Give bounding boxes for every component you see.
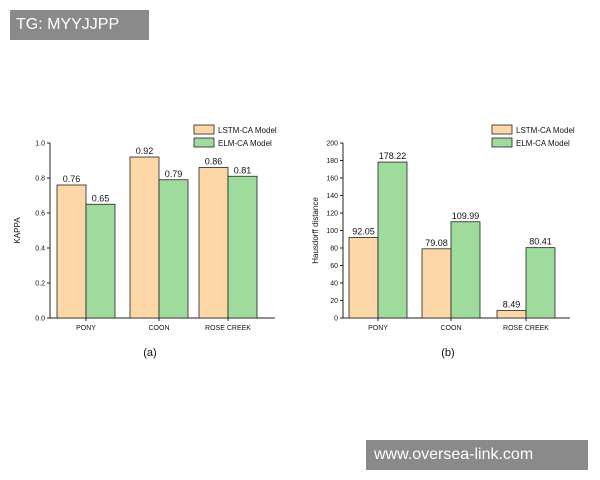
chart-a-y-tick-label: 0.4 — [35, 246, 45, 253]
chart-a-bar-lstm — [198, 167, 229, 319]
chart-b-y-tick-label: 200 — [326, 141, 338, 148]
chart-b-legend-swatch-elm — [491, 137, 513, 148]
chart-b-y-tick-label: 160 — [326, 176, 338, 183]
chart-b-legend-swatch-lstm — [491, 124, 513, 135]
chart-b-y-tick-label: 100 — [326, 228, 338, 235]
chart-a-data-label-lstm: 0.76 — [63, 174, 81, 184]
chart-b-legend-label-elm: ELM-CA Model — [516, 139, 570, 148]
chart-a-x-tick-label: ROSE CREEK — [205, 325, 251, 332]
chart-b-bar-lstm — [421, 248, 452, 319]
chart-b-x-tick-label: ROSE CREEK — [503, 325, 549, 332]
chart-b-bar-elm — [377, 161, 408, 319]
chart-a-bar-elm — [85, 203, 116, 319]
chart-b-y-tick-label: 20 — [330, 298, 338, 305]
chart-b-bar-elm — [450, 221, 481, 319]
chart-a-legend-swatch-lstm — [193, 124, 215, 135]
chart-a-x-tick-label: COON — [149, 325, 170, 332]
watermark-bottom: www.oversea-link.com — [366, 440, 588, 470]
chart-a-y-tick-label: 0.2 — [35, 281, 45, 288]
chart-b-data-label-elm: 178.22 — [379, 151, 407, 161]
chart-a-data-label-lstm: 0.86 — [205, 157, 223, 167]
chart-b-data-label-elm: 80.41 — [529, 237, 552, 247]
chart-a-bar-lstm — [129, 156, 160, 319]
chart-a-data-label-elm: 0.65 — [92, 193, 110, 203]
chart-b-data-label-elm: 109.99 — [452, 211, 480, 221]
chart-b-x-tick-label: COON — [441, 325, 462, 332]
chart-a-y-axis-label: KAPPA — [13, 217, 22, 244]
chart-b-y-tick-label: 80 — [330, 246, 338, 253]
chart-a-data-label-lstm: 0.92 — [136, 146, 154, 156]
watermark-top: TG: MYYJJPP — [10, 10, 149, 40]
chart-a-legend-label-lstm: LSTM-CA Model — [218, 126, 277, 135]
chart-b-y-tick-label: 140 — [326, 193, 338, 200]
chart-b-legend-label-lstm: LSTM-CA Model — [516, 126, 575, 135]
chart-a-y-tick-label: 1.0 — [35, 141, 45, 148]
chart-a-y-tick-label: 0.0 — [35, 316, 45, 323]
chart-b-bar-lstm — [496, 310, 527, 319]
chart-b-y-tick-label: 120 — [326, 211, 338, 218]
chart-b-y-tick-label: 40 — [330, 281, 338, 288]
chart-a-panel-label: (a) — [143, 347, 156, 359]
chart-a-bar-lstm — [56, 184, 87, 319]
chart-a-legend-label-elm: ELM-CA Model — [218, 139, 272, 148]
chart-b-data-label-lstm: 92.05 — [352, 226, 375, 236]
chart-a-x-tick-label: PONY — [76, 325, 96, 332]
chart-b-y-axis-label: Hausdorff distance — [311, 197, 320, 264]
chart-b-x-tick-label: PONY — [368, 325, 388, 332]
chart-b-panel-label: (b) — [441, 347, 454, 359]
chart-a-bar-elm — [227, 175, 258, 319]
chart-b-y-tick-label: 60 — [330, 263, 338, 270]
chart-b-data-label-lstm: 8.49 — [503, 300, 521, 310]
chart-a-data-label-elm: 0.81 — [234, 165, 252, 175]
chart-b-data-label-lstm: 79.08 — [425, 238, 448, 248]
chart-b-bar-lstm — [348, 237, 379, 319]
chart-b-y-tick-label: 180 — [326, 158, 338, 165]
chart-b-bar-elm — [525, 247, 556, 319]
chart-a-y-tick-label: 0.6 — [35, 211, 45, 218]
chart-a-bar-elm — [158, 179, 189, 319]
chart-b-y-tick-label: 0 — [334, 316, 338, 323]
chart-a-y-tick-label: 0.8 — [35, 176, 45, 183]
chart-a-legend-swatch-elm — [193, 137, 215, 148]
chart-a-data-label-elm: 0.79 — [165, 169, 183, 179]
